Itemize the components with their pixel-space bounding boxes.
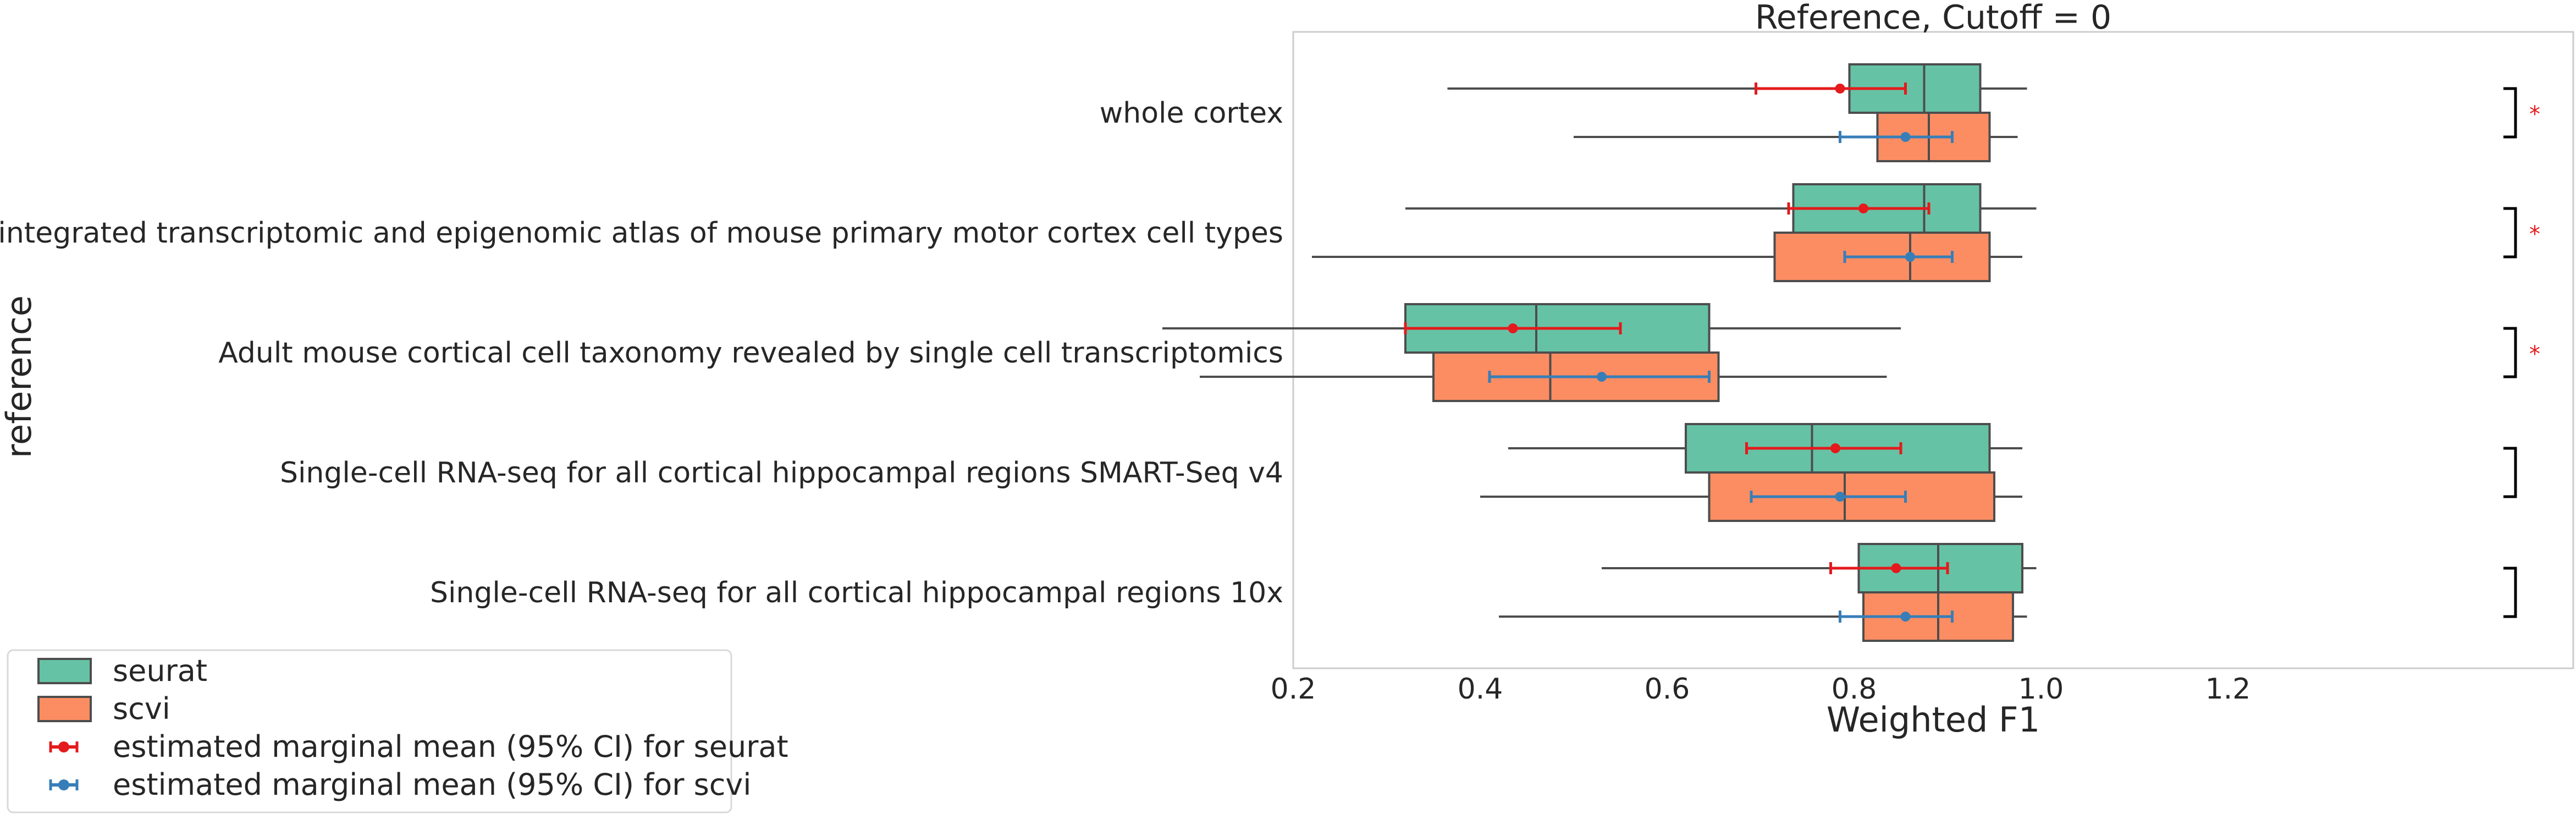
mean-point (1508, 323, 1518, 333)
box-seurat-row-4 (1602, 543, 2037, 593)
y-axis-title: reference (0, 295, 39, 458)
box-iqr (1773, 232, 1991, 282)
marginal-mean-1-row-1 (1843, 251, 1954, 263)
legend-swatch (37, 658, 92, 684)
marginal-mean-1-row-4 (1839, 611, 1954, 623)
mean-point (1905, 252, 1915, 262)
marginal-mean-1-row-2 (1488, 371, 1711, 383)
mean-point (1900, 132, 1911, 142)
x-tick-label: 0.4 (1458, 673, 1503, 706)
mean-point (1835, 492, 1845, 502)
legend-label: seurat (113, 653, 207, 688)
y-tick-label: Single-cell RNA-seq for all cortical hip… (280, 457, 1283, 490)
mean-point (1835, 84, 1845, 94)
marginal-mean-0-row-3 (1745, 442, 1902, 454)
box-seurat-row-1 (1405, 183, 2037, 234)
significance-bracket (2503, 567, 2517, 618)
y-tick-label: An integrated transcriptomic and epigeno… (0, 217, 1283, 250)
significance-bracket (2503, 327, 2517, 378)
marginal-mean-0-row-1 (1787, 202, 1930, 215)
chart-title: Reference, Cutoff = 0 (1755, 0, 2111, 37)
plot-area-frame (1292, 31, 2574, 669)
x-tick-label: 1.2 (2205, 673, 2251, 706)
mean-point (1891, 563, 1901, 573)
significance-star: * (2529, 102, 2540, 127)
y-tick-label: Adult mouse cortical cell taxonomy revea… (218, 337, 1283, 370)
y-tick-label: whole cortex (1100, 97, 1283, 130)
marginal-mean-1-row-0 (1839, 131, 1954, 143)
x-tick-label: 1.0 (2018, 673, 2064, 706)
marginal-mean-0-row-2 (1404, 322, 1622, 334)
significance-star: * (2529, 342, 2540, 367)
x-tick-label: 0.6 (1645, 673, 1690, 706)
box-scvi-row-1 (1312, 232, 2022, 282)
x-tick-label: 0.8 (1832, 673, 1877, 706)
box-seurat-row-0 (1447, 63, 2027, 114)
significance-bracket (2503, 87, 2517, 139)
legend-entry-1: scvi (37, 691, 170, 726)
legend-point (58, 779, 69, 790)
significance-star: * (2529, 222, 2540, 247)
legend-entry-3: estimated marginal mean (95% CI) for scv… (49, 767, 751, 802)
legend-label: estimated marginal mean (95% CI) for scv… (113, 767, 751, 802)
legend-entry-2: estimated marginal mean (95% CI) for seu… (49, 729, 788, 764)
legend-box (7, 649, 732, 813)
significance-bracket (2503, 207, 2517, 259)
x-tick-label: 0.2 (1271, 673, 1316, 706)
legend-entry-0: seurat (37, 653, 207, 688)
mean-point (1830, 443, 1840, 453)
mean-point (1858, 204, 1868, 213)
marginal-mean-0-row-4 (1829, 562, 1949, 574)
legend-swatch (37, 696, 92, 722)
significance-bracket (2503, 447, 2517, 498)
x-axis-title: Weighted F1 (1827, 700, 2040, 740)
legend-label: estimated marginal mean (95% CI) for seu… (113, 729, 788, 764)
mean-point (1900, 612, 1911, 622)
y-tick-label: Single-cell RNA-seq for all cortical hip… (430, 576, 1283, 609)
marginal-mean-0-row-0 (1755, 83, 1907, 95)
legend-point (58, 741, 69, 752)
legend-label: scvi (113, 691, 170, 726)
marginal-mean-1-row-3 (1750, 491, 1907, 503)
mean-point (1597, 372, 1607, 382)
